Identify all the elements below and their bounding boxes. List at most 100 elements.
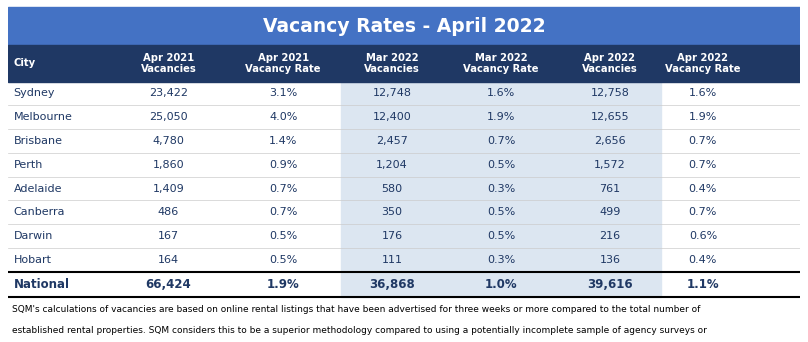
- Bar: [444, 177, 558, 200]
- Text: 0.7%: 0.7%: [688, 136, 718, 146]
- Bar: [444, 129, 558, 153]
- Text: Vacancy Rates - April 2022: Vacancy Rates - April 2022: [263, 16, 545, 36]
- Text: Canberra: Canberra: [14, 207, 65, 218]
- Text: 0.3%: 0.3%: [487, 184, 516, 194]
- Text: National: National: [14, 278, 69, 291]
- Text: 1,204: 1,204: [377, 160, 408, 170]
- Bar: [8, 7, 800, 45]
- Bar: [444, 248, 558, 272]
- Bar: [558, 200, 662, 224]
- Text: 111: 111: [381, 255, 402, 265]
- Text: established rental properties. SQM considers this to be a superior methodology c: established rental properties. SQM consi…: [12, 326, 707, 335]
- Text: 580: 580: [381, 184, 402, 194]
- Bar: [558, 81, 662, 105]
- Text: Brisbane: Brisbane: [14, 136, 63, 146]
- Text: Mar 2022
Vacancy Rate: Mar 2022 Vacancy Rate: [463, 53, 539, 74]
- Text: Sydney: Sydney: [14, 89, 55, 98]
- Text: 167: 167: [158, 231, 179, 241]
- Text: Apr 2021
Vacancies: Apr 2021 Vacancies: [141, 53, 196, 74]
- Text: 25,050: 25,050: [149, 112, 187, 122]
- Text: 0.7%: 0.7%: [269, 184, 297, 194]
- Bar: [558, 129, 662, 153]
- Bar: [558, 272, 662, 297]
- Text: 12,748: 12,748: [372, 89, 411, 98]
- Text: 23,422: 23,422: [149, 89, 188, 98]
- Bar: [558, 105, 662, 129]
- Text: 2,656: 2,656: [594, 136, 625, 146]
- Bar: [341, 129, 444, 153]
- Text: 39,616: 39,616: [587, 278, 633, 291]
- Text: 0.7%: 0.7%: [486, 136, 516, 146]
- Bar: [341, 248, 444, 272]
- Text: 2,457: 2,457: [377, 136, 408, 146]
- Text: Hobart: Hobart: [14, 255, 52, 265]
- Bar: [558, 224, 662, 248]
- Bar: [444, 200, 558, 224]
- Bar: [341, 105, 444, 129]
- Text: 176: 176: [381, 231, 402, 241]
- Text: Perth: Perth: [14, 160, 43, 170]
- Text: 0.5%: 0.5%: [269, 231, 297, 241]
- Text: 1,572: 1,572: [594, 160, 625, 170]
- Bar: [8, 45, 800, 81]
- Text: Melbourne: Melbourne: [14, 112, 73, 122]
- Text: Apr 2022
Vacancies: Apr 2022 Vacancies: [582, 53, 638, 74]
- Text: 0.5%: 0.5%: [487, 207, 516, 218]
- Text: Apr 2021
Vacancy Rate: Apr 2021 Vacancy Rate: [246, 53, 321, 74]
- Text: 0.3%: 0.3%: [487, 255, 516, 265]
- Bar: [558, 177, 662, 200]
- Text: 0.5%: 0.5%: [269, 255, 297, 265]
- Text: Adelaide: Adelaide: [14, 184, 62, 194]
- Text: 216: 216: [600, 231, 621, 241]
- Text: 1.9%: 1.9%: [267, 278, 300, 291]
- Text: City: City: [14, 58, 36, 68]
- Text: 0.7%: 0.7%: [688, 160, 718, 170]
- Text: 1.6%: 1.6%: [487, 89, 516, 98]
- Text: 486: 486: [158, 207, 179, 218]
- Bar: [341, 81, 444, 105]
- Text: 0.4%: 0.4%: [688, 255, 718, 265]
- Bar: [341, 272, 444, 297]
- Bar: [558, 248, 662, 272]
- Text: 3.1%: 3.1%: [269, 89, 297, 98]
- Text: 1.0%: 1.0%: [485, 278, 517, 291]
- Bar: [444, 105, 558, 129]
- Text: 66,424: 66,424: [145, 278, 191, 291]
- Text: 1,409: 1,409: [153, 184, 184, 194]
- Bar: [444, 224, 558, 248]
- Text: SQM's calculations of vacancies are based on online rental listings that have be: SQM's calculations of vacancies are base…: [12, 305, 701, 314]
- Text: 350: 350: [381, 207, 402, 218]
- Text: 36,868: 36,868: [369, 278, 415, 291]
- Text: 136: 136: [600, 255, 621, 265]
- Bar: [444, 272, 558, 297]
- Text: 0.5%: 0.5%: [487, 160, 516, 170]
- Text: 761: 761: [600, 184, 621, 194]
- Text: 1.4%: 1.4%: [269, 136, 297, 146]
- Bar: [341, 153, 444, 177]
- Text: 0.7%: 0.7%: [688, 207, 718, 218]
- Text: 0.6%: 0.6%: [688, 231, 717, 241]
- Bar: [444, 153, 558, 177]
- Text: Darwin: Darwin: [14, 231, 53, 241]
- Text: Mar 2022
Vacancies: Mar 2022 Vacancies: [364, 53, 420, 74]
- Text: 0.4%: 0.4%: [688, 184, 718, 194]
- Text: 0.5%: 0.5%: [487, 231, 516, 241]
- Text: 0.9%: 0.9%: [269, 160, 297, 170]
- Text: 1.9%: 1.9%: [688, 112, 718, 122]
- Text: 1,860: 1,860: [153, 160, 184, 170]
- Bar: [444, 81, 558, 105]
- Text: 12,655: 12,655: [591, 112, 629, 122]
- Text: 4,780: 4,780: [153, 136, 184, 146]
- Text: 0.7%: 0.7%: [269, 207, 297, 218]
- Bar: [341, 224, 444, 248]
- Text: 1.9%: 1.9%: [486, 112, 516, 122]
- Bar: [558, 153, 662, 177]
- Text: 4.0%: 4.0%: [269, 112, 297, 122]
- Text: 12,400: 12,400: [372, 112, 411, 122]
- Bar: [341, 200, 444, 224]
- Text: 164: 164: [158, 255, 179, 265]
- Bar: [341, 177, 444, 200]
- Text: 1.1%: 1.1%: [687, 278, 719, 291]
- Text: Apr 2022
Vacancy Rate: Apr 2022 Vacancy Rate: [665, 53, 741, 74]
- Text: 1.6%: 1.6%: [688, 89, 717, 98]
